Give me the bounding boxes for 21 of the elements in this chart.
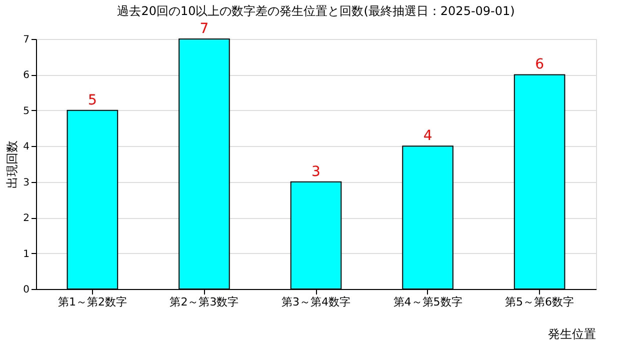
x-tick-label: 第2～第3数字 — [170, 296, 239, 308]
y-tick-label: 4 — [23, 142, 30, 153]
y-tick-label: 1 — [23, 248, 30, 260]
y-tick-label: 5 — [23, 106, 30, 117]
x-tick-label: 第3～第4数字 — [282, 296, 350, 308]
data-label: 6 — [535, 56, 544, 73]
x-tick-label: 第4～第5数字 — [393, 296, 462, 308]
x-tick-label: 第5～第6数字 — [505, 296, 574, 308]
data-label: 5 — [88, 92, 97, 108]
y-tick-label: 7 — [23, 34, 30, 46]
data-label: 4 — [423, 128, 432, 144]
y-tick-label: 3 — [23, 177, 30, 188]
x-axis-title: 発生位置 — [548, 327, 596, 341]
y-axis-title: 出現回数 — [5, 140, 20, 188]
data-label: 7 — [200, 21, 209, 37]
y-tick-label: 2 — [23, 213, 30, 224]
y-tick-label: 6 — [23, 70, 30, 82]
chart-title: 過去20回の10以上の数字差の発生位置と回数(最終抽選日：2025-09-01) — [117, 4, 515, 18]
y-tick-label: 0 — [23, 284, 30, 296]
data-label: 3 — [312, 164, 320, 180]
x-tick-label: 第1～第2数字 — [58, 296, 127, 308]
